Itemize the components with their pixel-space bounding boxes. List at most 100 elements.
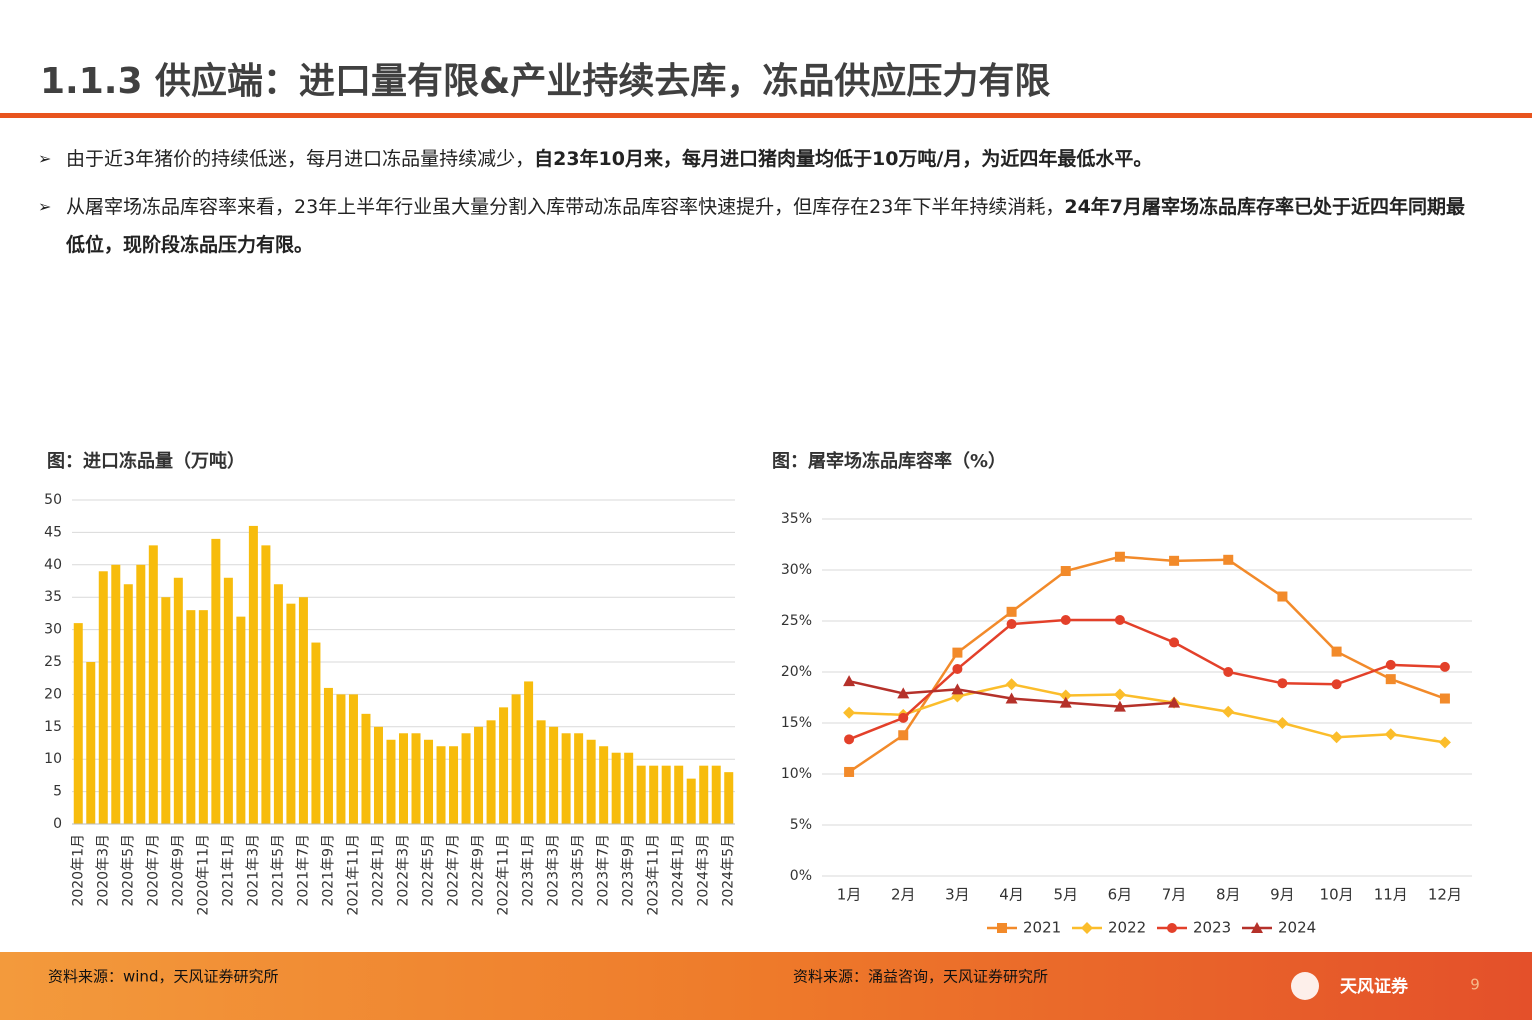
marker [1385, 674, 1396, 685]
y-tick-label: 15 [44, 719, 62, 735]
marker [1223, 667, 1234, 677]
bar [686, 778, 696, 824]
bar [699, 765, 709, 824]
y-tick-label: 30 [44, 622, 62, 638]
bullet: 从屠宰场冻品库容率来看，23年上半年行业虽大量分割入库带动冻品库容率快速提升，但… [38, 188, 1478, 264]
logo-icon [1291, 972, 1319, 1000]
marker [951, 683, 964, 695]
marker [1223, 554, 1234, 565]
x-tick-label: 2020年3月 [95, 834, 111, 907]
marker [1169, 637, 1180, 648]
title-rule [0, 113, 1532, 118]
x-tick-label: 2021年7月 [295, 834, 311, 907]
bar [336, 694, 346, 824]
legend-marker [1081, 922, 1093, 934]
x-tick-label: 2022年5月 [421, 834, 437, 907]
bar [73, 623, 83, 824]
marker [1330, 731, 1343, 744]
marker [1114, 614, 1125, 625]
y-tick-label: 10 [44, 751, 62, 767]
bar [711, 765, 721, 824]
series-line [848, 618, 1445, 741]
marker [1439, 661, 1450, 672]
y-tick-label: 35% [781, 511, 812, 527]
x-tick-label: 8月 [1216, 886, 1241, 904]
bar [461, 733, 471, 824]
bar [348, 694, 358, 824]
x-tick-label: 2020年1月 [70, 834, 86, 907]
x-tick-label: 2021年11月 [345, 834, 361, 915]
bar [248, 525, 258, 824]
legend-marker [1251, 922, 1263, 933]
y-tick-label: 15% [781, 715, 812, 731]
bar [148, 545, 158, 824]
marker [1060, 566, 1071, 577]
x-tick-label: 2023年5月 [571, 834, 587, 907]
bar [574, 733, 584, 824]
bar [111, 564, 121, 824]
marker [844, 766, 855, 777]
bullet-text: 24年7月屠宰场冻品库存率已处于近四年同期最低位，现阶段冻品压力有限。 [66, 196, 1466, 256]
marker [898, 730, 909, 741]
x-tick-label: 2024年3月 [696, 834, 712, 907]
marker [1168, 696, 1181, 708]
legend-label: 2022 [1108, 919, 1146, 937]
marker [1113, 688, 1126, 701]
x-tick-label: 2020年9月 [170, 834, 186, 907]
marker [844, 734, 855, 745]
marker [1331, 646, 1342, 657]
x-tick-label: 2022年11月 [496, 834, 512, 915]
bullet-text: 自23年10月来，每月进口猪肉量均低于10万吨/月，为近四年最低水平。 [534, 148, 1153, 170]
bar [449, 746, 459, 824]
x-tick-label: 2023年3月 [546, 834, 562, 907]
chart-title: 图：进口冻品量（万吨） [47, 450, 245, 472]
bar [86, 662, 96, 824]
marker [898, 712, 909, 723]
x-tick-label: 7月 [1162, 886, 1187, 904]
bar [411, 733, 421, 824]
y-tick-label: 20 [44, 686, 62, 702]
x-tick-label: 6月 [1108, 886, 1133, 904]
bar [361, 713, 371, 824]
y-tick-label: 30% [781, 562, 812, 578]
bar [398, 733, 409, 824]
marker [1222, 705, 1235, 718]
chart-title: 图：屠宰场冻品库容率（%） [772, 450, 1006, 472]
x-tick-label: 2024年1月 [671, 834, 687, 907]
bar [436, 746, 446, 824]
bullet-text: 从屠宰场冻品库容率来看，23年上半年行业虽大量分割入库带动冻品库容率快速提升，但… [66, 196, 1065, 218]
y-tick-label: 25% [781, 613, 812, 629]
bar [549, 726, 559, 824]
bar [161, 597, 171, 824]
bar [236, 616, 246, 824]
marker [1439, 693, 1450, 704]
bar [424, 739, 434, 824]
bar [586, 739, 596, 824]
marker [1276, 717, 1289, 729]
y-tick-label: 45 [44, 524, 62, 540]
bar [198, 610, 208, 824]
y-tick-label: 0% [790, 868, 812, 884]
bar [636, 765, 646, 824]
bar [524, 681, 534, 824]
marker [952, 647, 963, 658]
marker [1005, 692, 1018, 704]
marker [843, 675, 856, 687]
bar [561, 733, 571, 824]
legend-marker [1167, 923, 1177, 933]
y-tick-label: 25 [44, 654, 62, 670]
bar [611, 752, 621, 824]
legend-label: 2023 [1193, 919, 1231, 937]
marker [1005, 678, 1018, 691]
marker [1277, 591, 1288, 602]
x-tick-label: 1月 [837, 886, 862, 904]
marker [1006, 606, 1017, 617]
x-tick-label: 2023年1月 [521, 834, 537, 907]
bar [261, 545, 271, 824]
x-tick-label: 12月 [1428, 886, 1462, 904]
bar [186, 610, 196, 824]
bar [311, 642, 321, 824]
bar [599, 746, 609, 824]
bar [386, 739, 396, 824]
